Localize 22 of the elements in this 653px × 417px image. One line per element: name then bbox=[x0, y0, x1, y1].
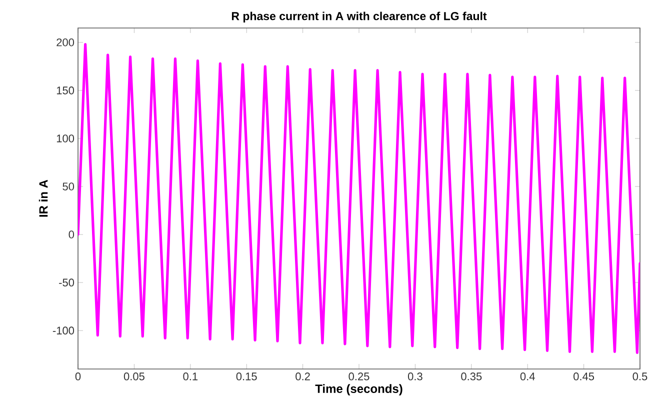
x-tick-label: 0 bbox=[75, 372, 81, 380]
y-tick-label: 0 bbox=[68, 230, 74, 238]
x-tick-label: 0.1 bbox=[183, 372, 198, 380]
y-tick-label: 100 bbox=[56, 134, 74, 142]
y-tick-label: -50 bbox=[59, 278, 74, 286]
x-tick-label: 0.35 bbox=[461, 372, 482, 380]
x-axis-title: Time (seconds) bbox=[315, 384, 402, 396]
x-tick-label: 0.2 bbox=[296, 372, 310, 380]
x-tick-label: 0.5 bbox=[632, 372, 648, 380]
x-tick-label: 0.15 bbox=[236, 372, 257, 380]
x-tick-label: 0.4 bbox=[520, 372, 535, 380]
y-tick-label: 50 bbox=[62, 182, 74, 190]
x-tick-label: 0.05 bbox=[124, 372, 144, 380]
x-tick-label: 0.3 bbox=[408, 372, 422, 380]
y-tick-label: 150 bbox=[56, 86, 74, 94]
y-tick-label: -100 bbox=[52, 326, 74, 334]
x-tick-label: 0.45 bbox=[574, 372, 594, 380]
chart-title: R phase current in A with clearence of LG fault bbox=[232, 12, 487, 22]
line-series bbox=[78, 43, 640, 354]
x-tick-label: 0.25 bbox=[348, 372, 370, 380]
y-tick-label: 200 bbox=[56, 38, 74, 46]
y-axis-title: IR in A bbox=[38, 180, 48, 217]
